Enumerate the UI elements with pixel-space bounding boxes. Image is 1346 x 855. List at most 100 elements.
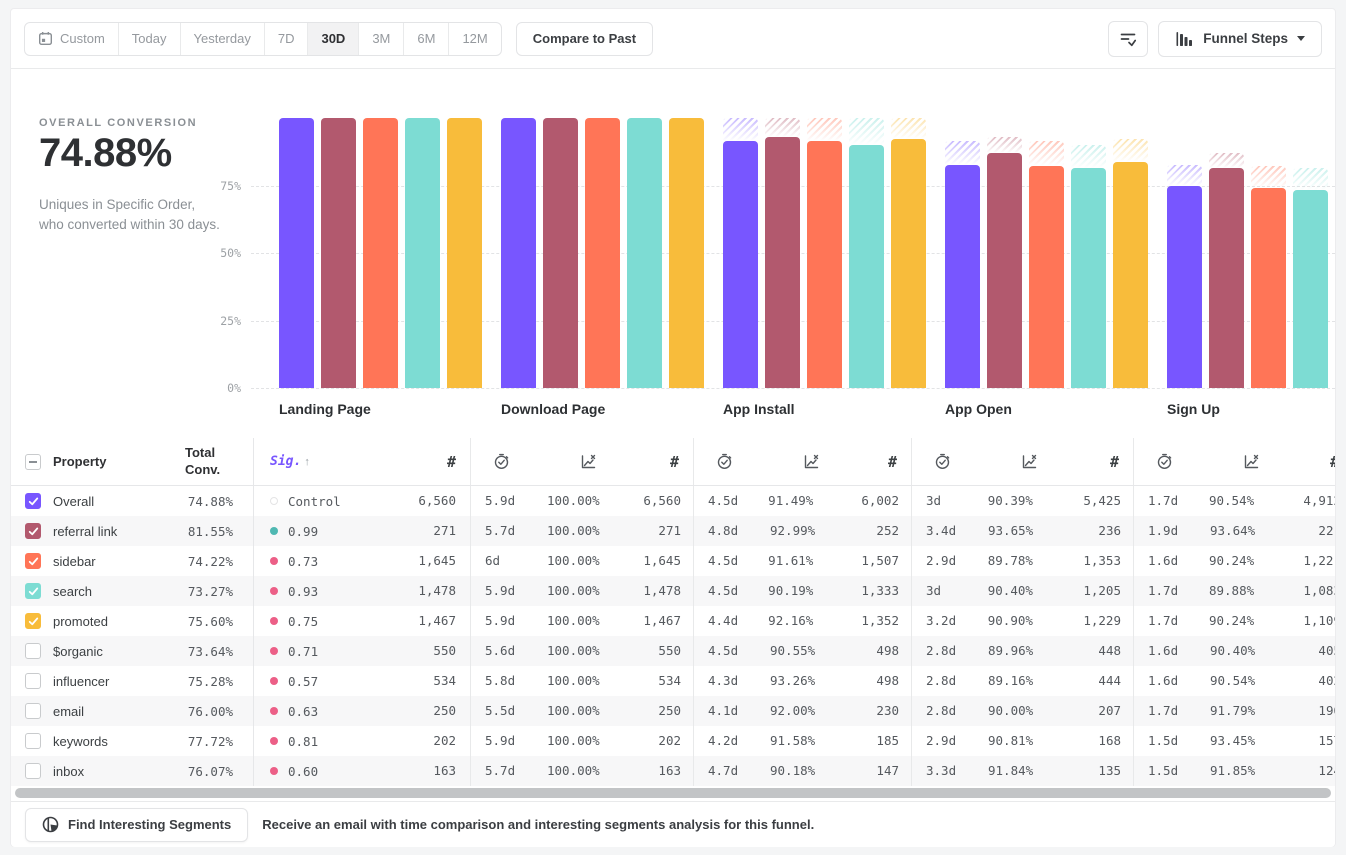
conversion-rate-value: 100.00% xyxy=(547,493,600,508)
bar-referral-link[interactable] xyxy=(543,118,578,388)
date-range-6m[interactable]: 6M xyxy=(404,22,450,55)
segment-checkbox[interactable] xyxy=(25,553,41,569)
segment-checkbox[interactable] xyxy=(25,493,41,509)
bar-search[interactable] xyxy=(849,144,884,388)
conversion-header-cell[interactable] xyxy=(988,453,1070,470)
metrics-row[interactable]: 0.99 271 5.7d 100.00% 271 4.8d 92.99% 252 3.4d 93… xyxy=(254,516,1335,546)
find-interesting-segments-button[interactable]: Find Interesting Segments xyxy=(25,807,249,842)
conversion-rate-value: 89.16% xyxy=(988,673,1034,688)
count-column-header[interactable]: # xyxy=(669,452,679,471)
bar-sidebar[interactable] xyxy=(1029,165,1064,388)
step-metrics-cell: 5.9d 100.00% 1,467 xyxy=(471,606,694,636)
date-range-custom[interactable]: Custom xyxy=(25,22,119,55)
bar-promoted[interactable] xyxy=(1113,161,1148,388)
bar-overall[interactable] xyxy=(279,118,314,388)
segment-checkbox[interactable] xyxy=(25,613,41,629)
bar-overall[interactable] xyxy=(1167,185,1202,388)
metrics-row[interactable]: Control 6,560 5.9d 100.00% 6,560 4.5d 91.49% 6,… xyxy=(254,486,1335,516)
bar-referral-link[interactable] xyxy=(765,136,800,388)
bar-overall[interactable] xyxy=(723,140,758,388)
property-row-overall[interactable]: Overall 74.88% xyxy=(11,486,253,516)
count-column-header[interactable]: # xyxy=(1109,452,1119,471)
segment-checkbox[interactable] xyxy=(25,733,41,749)
property-row-search[interactable]: search 73.27% xyxy=(11,576,253,606)
bar-sidebar[interactable] xyxy=(363,118,398,388)
conversion-rate-value: 100.00% xyxy=(547,583,600,598)
step-header-group: # xyxy=(1134,438,1335,485)
bar-referral-link[interactable] xyxy=(1209,167,1244,388)
count-value: 1,645 xyxy=(643,553,681,568)
bar-referral-link[interactable] xyxy=(321,118,356,388)
bar-promoted[interactable] xyxy=(891,139,926,388)
bar-search[interactable] xyxy=(405,118,440,388)
funnel-steps-dropdown[interactable]: Funnel Steps xyxy=(1158,20,1322,57)
property-column-header[interactable]: Property xyxy=(53,454,107,469)
property-row-email[interactable]: email 76.00% xyxy=(11,696,253,726)
select-all-checkbox[interactable] xyxy=(25,453,41,470)
date-range-30d-selected[interactable]: 30D xyxy=(308,22,360,55)
count-value: 252 xyxy=(876,523,899,538)
count-column-header[interactable]: # xyxy=(1330,453,1335,471)
time-header-cell[interactable] xyxy=(912,453,988,470)
time-header-cell[interactable] xyxy=(694,453,770,470)
property-row-influencer[interactable]: influencer 75.28% xyxy=(11,666,253,696)
metrics-row[interactable]: 0.60 163 5.7d 100.00% 163 4.7d 90.18% 147 3.3d 91… xyxy=(254,756,1335,786)
bar-promoted[interactable] xyxy=(669,118,704,388)
count-column-header[interactable]: # xyxy=(446,452,456,471)
time-to-convert-value: 4.2d xyxy=(708,733,739,748)
segment-checkbox[interactable] xyxy=(25,703,41,719)
bar-sidebar[interactable] xyxy=(807,140,842,388)
bar-overall[interactable] xyxy=(945,164,980,388)
bar-search[interactable] xyxy=(627,118,662,388)
date-range-3m[interactable]: 3M xyxy=(359,22,405,55)
step-header-group: # xyxy=(912,438,1134,485)
property-row-inbox[interactable]: inbox 76.07% xyxy=(11,756,253,786)
segment-checkbox[interactable] xyxy=(25,583,41,599)
segment-checkbox[interactable] xyxy=(25,673,41,689)
bar-promoted[interactable] xyxy=(447,118,482,388)
conversion-header-cell[interactable] xyxy=(547,453,629,470)
horizontal-scrollbar[interactable] xyxy=(15,788,1331,798)
date-range-12m[interactable]: 12M xyxy=(462,31,488,46)
bar-search[interactable] xyxy=(1293,190,1328,388)
chart-options-button[interactable] xyxy=(1108,20,1149,57)
date-range-7d[interactable]: 7D xyxy=(265,22,309,55)
segment-checkbox[interactable] xyxy=(25,523,41,539)
date-range-yesterday[interactable]: Yesterday xyxy=(181,22,265,55)
metrics-row[interactable]: 0.81 202 5.9d 100.00% 202 4.2d 91.58% 185 2.9d 90… xyxy=(254,726,1335,756)
count-column-header[interactable]: # xyxy=(887,452,897,471)
sig-column-header[interactable]: Sig. ↑ xyxy=(270,454,310,469)
property-row-promoted[interactable]: promoted 75.60% xyxy=(11,606,253,636)
segment-checkbox[interactable] xyxy=(25,763,41,779)
date-range-today[interactable]: Today xyxy=(119,22,181,55)
time-header-cell[interactable] xyxy=(471,453,547,470)
segment-checkbox[interactable] xyxy=(25,643,41,659)
step-metrics-cell: 4.5d 90.55% 498 xyxy=(694,636,912,666)
bar-sidebar[interactable] xyxy=(585,118,620,388)
time-to-convert-value: 4.4d xyxy=(708,613,739,628)
conversion-header-cell[interactable] xyxy=(1210,453,1292,470)
time-header-cell[interactable] xyxy=(1134,453,1210,470)
metrics-row[interactable]: 0.71 550 5.6d 100.00% 550 4.5d 90.55% 498 2.8d 89… xyxy=(254,636,1335,666)
property-row-keywords[interactable]: keywords 77.72% xyxy=(11,726,253,756)
segment-pie-icon xyxy=(42,816,59,833)
bar-wrap xyxy=(279,118,314,388)
bar-referral-link[interactable] xyxy=(987,152,1022,388)
bar-sidebar[interactable] xyxy=(1251,187,1286,388)
time-to-convert-value: 5.8d xyxy=(485,673,516,688)
conversion-header-cell[interactable] xyxy=(770,453,852,470)
metrics-row[interactable]: 0.57 534 5.8d 100.00% 534 4.3d 93.26% 498 2.8d 89… xyxy=(254,666,1335,696)
bar-overall[interactable] xyxy=(501,118,536,388)
metrics-row[interactable]: 0.75 1,467 5.9d 100.00% 1,467 4.4d 92.16% 1,352… xyxy=(254,606,1335,636)
property-row-sidebar[interactable]: sidebar 74.22% xyxy=(11,546,253,576)
property-row--organic[interactable]: $organic 73.64% xyxy=(11,636,253,666)
metrics-row[interactable]: 0.73 1,645 6d 100.00% 1,645 4.5d 91.61% 1,507 2.… xyxy=(254,546,1335,576)
metrics-row[interactable]: 0.63 250 5.5d 100.00% 250 4.1d 92.00% 230 2.8d 90… xyxy=(254,696,1335,726)
bar-search[interactable] xyxy=(1071,167,1106,388)
property-row-referral-link[interactable]: referral link 81.55% xyxy=(11,516,253,546)
total-conv-column-header[interactable]: Total Conv. xyxy=(185,445,221,477)
metrics-row[interactable]: 0.93 1,478 5.9d 100.00% 1,478 4.5d 90.19% 1,333… xyxy=(254,576,1335,606)
bar-wrap xyxy=(627,118,662,388)
compare-to-past-button[interactable]: Compare to Past xyxy=(515,21,654,56)
total-conversion-value: 75.28% xyxy=(187,673,233,689)
